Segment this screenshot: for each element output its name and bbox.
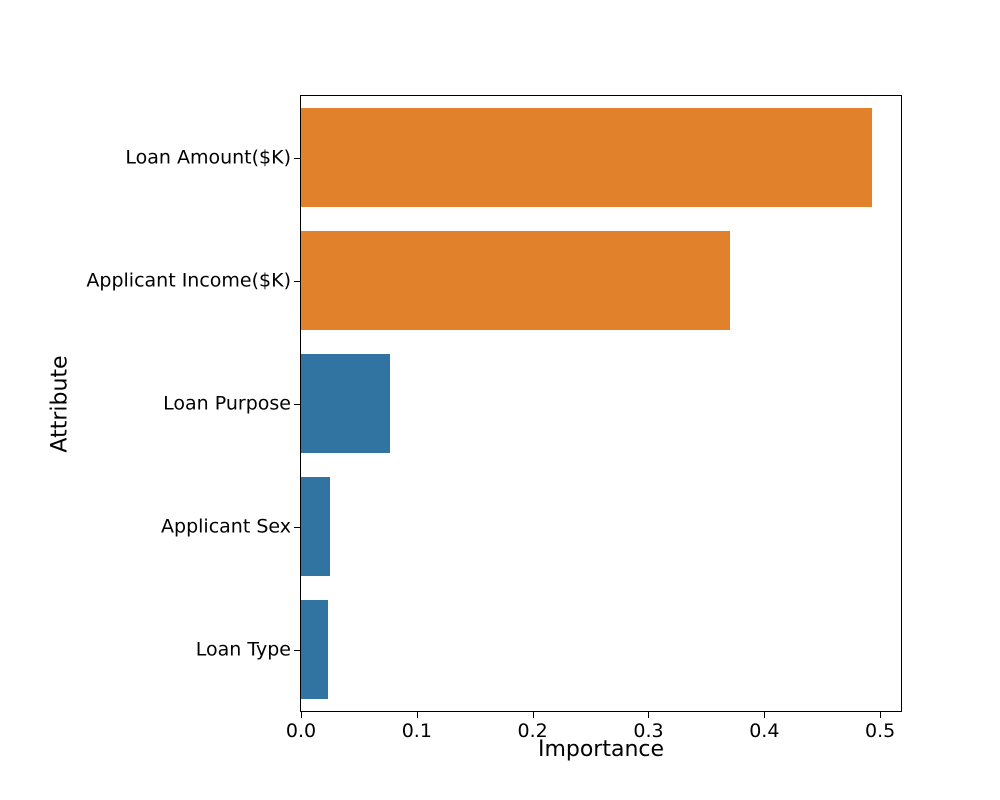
y-tick-label: Applicant Income($K) (86, 269, 291, 292)
x-tick-mark (648, 712, 650, 718)
y-tick-label: Loan Purpose (163, 392, 291, 415)
x-tick-mark (301, 712, 302, 718)
x-tick-label: 0.0 (285, 720, 317, 742)
bar-applicant-sex (301, 477, 330, 576)
x-tick-mark (880, 712, 882, 718)
x-tick-label: 0.5 (865, 720, 896, 742)
x-tick-label: 0.4 (749, 720, 780, 742)
y-tick-label: Loan Type (195, 638, 291, 661)
y-tick-mark (294, 403, 300, 405)
bar-loan-purpose (301, 354, 391, 453)
y-tick-mark (294, 157, 300, 159)
x-tick-mark (764, 712, 766, 718)
y-tick-mark (294, 649, 300, 651)
bar-loan-amount-k (301, 108, 873, 207)
y-tick-mark (294, 526, 300, 528)
x-tick-mark (532, 712, 534, 718)
x-tick-label: 0.3 (633, 720, 664, 742)
x-axis-title: Importance (537, 737, 665, 762)
x-tick-label: 0.1 (401, 720, 432, 742)
bar-applicant-income-k (301, 231, 730, 330)
x-tick-mark (416, 712, 418, 718)
y-axis-title: Attribute (47, 355, 73, 453)
y-tick-label: Applicant Sex (161, 515, 291, 538)
bar-loan-type (301, 600, 328, 699)
y-tick-mark (294, 280, 300, 282)
plot-area (300, 95, 902, 712)
x-tick-label: 0.2 (517, 720, 548, 742)
y-tick-label: Loan Amount($K) (125, 146, 291, 169)
